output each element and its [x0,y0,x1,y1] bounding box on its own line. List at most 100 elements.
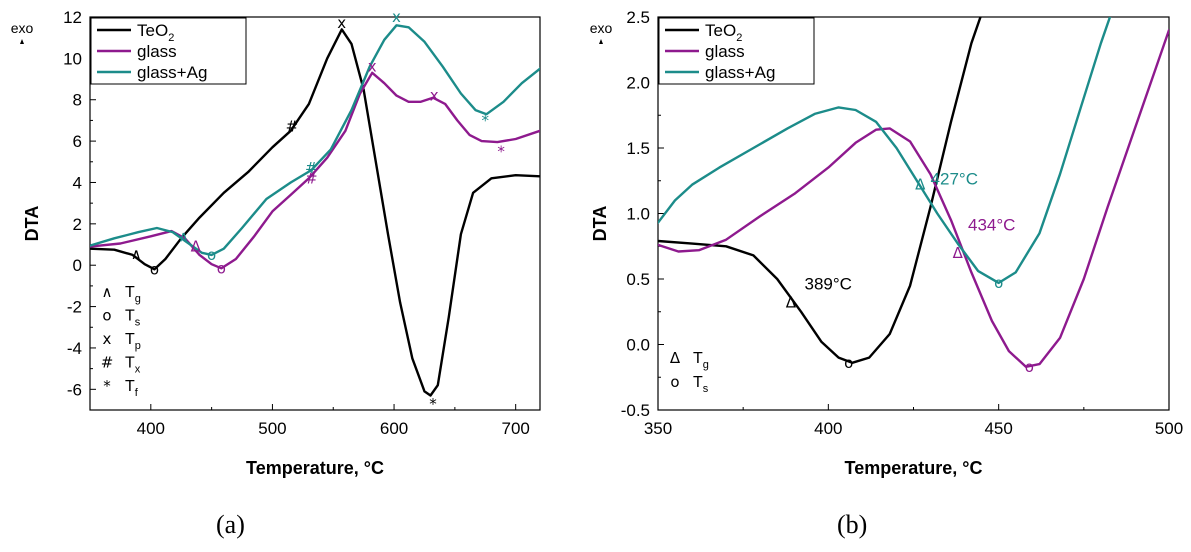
data-marker: # [286,118,299,136]
key-label: Tg [125,284,141,305]
panel-a: 400 500 600 700 -6 -4 -2 0 2 4 6 8 10 12 Temperature, … [11,8,541,478]
y-tick-label: -2 [67,298,82,317]
key-label: Tf [125,378,139,399]
data-marker: x [368,58,377,76]
data-marker: Δ [191,238,202,256]
y-tick-label: 1.5 [626,139,650,158]
data-marker: Δ [786,294,797,312]
key-label-main: T [693,350,703,367]
y-tick-label: 0.0 [626,336,650,355]
plot-frame [89,16,541,411]
legend-label: glass [137,42,177,61]
y-tick-label: 0 [73,256,82,275]
x-tick-label: 500 [258,419,286,438]
y-tick-label: 6 [73,132,82,151]
temp-annotation: 427°C [931,170,978,189]
key-label-sub: f [135,387,139,399]
data-marker: x [392,8,401,26]
legend-label-main: TeO [137,21,168,40]
series-group [90,24,540,397]
key-label-main: T [125,331,135,348]
legend-label-main: TeO [705,21,736,40]
key-label-main: T [125,284,135,301]
exo-label: exo [11,20,34,36]
key-label-sub: g [703,359,709,371]
y-tick-label: 2.5 [626,8,650,27]
key-label: Tg [693,350,709,371]
panel-b-caption: (b) [837,510,868,539]
y-tick-label: 2.0 [626,74,650,93]
key-label-sub: p [135,340,141,352]
key-label: Ts [693,374,709,395]
x-tick-label: 450 [984,419,1012,438]
marker-key: ∧ Tgo Tsx Tp# Tx* Tf [101,283,141,399]
y-axis-title: DTA [590,206,610,242]
data-marker: o [150,260,159,278]
data-marker: x [337,14,346,32]
y-tick-label: 2 [73,215,82,234]
key-label-main: T [125,308,135,325]
key-symbol: ∧ [102,283,113,301]
data-marker: o [994,274,1003,292]
x-tick-label: 350 [644,419,672,438]
data-marker: ∧ [178,227,189,245]
key-label-main: T [693,374,703,391]
series-group [658,17,1169,368]
key-label-sub: x [135,364,141,376]
data-marker: * [482,111,490,129]
y-tick-label: 0.5 [626,270,650,289]
series-line-teo2 [658,17,982,364]
y-tick-label: -4 [67,339,82,358]
y-tick-label: 12 [63,8,82,27]
data-marker: Δ [915,176,926,194]
key-label: Ts [125,308,141,329]
key-symbol: o [102,307,111,325]
x-tick-label: 600 [380,419,408,438]
data-marker: # [305,169,318,187]
marker-key: Δ Tgo Ts [670,349,709,395]
series-line-glass [658,28,1169,368]
legend-label: TeO2 [705,21,742,44]
key-symbol: * [103,377,111,395]
key-label: Tx [125,355,141,376]
key-symbol: Δ [670,349,681,367]
key-symbol: o [670,373,679,391]
exo-label: exo [590,20,613,36]
panel-a-caption: (a) [216,510,245,539]
y-tick-label: 4 [73,173,82,192]
y-tick-label: 10 [63,49,82,68]
key-label-sub: g [135,293,141,305]
data-marker: Δ [953,244,964,262]
key-label-main: T [125,355,135,372]
legend-label: glass [705,42,745,61]
legend-label: TeO2 [137,21,174,44]
x-tick-label: 500 [1155,419,1183,438]
data-marker: o [207,246,216,264]
y-axis-title: DTA [22,206,42,242]
series-line-glass [90,71,540,270]
temp-annotation: 389°C [804,274,851,293]
y-tick-label: -0.5 [621,401,650,420]
panel-b: 350 400 450 500 -0.5 0.0 0.5 1.0 1.5 2.0 2.5 Temper… [590,8,1183,478]
legend-label: glass+Ag [137,63,207,82]
y-tick-label: 1.0 [626,205,650,224]
temp-annotation: 434°C [968,216,1015,235]
key-symbol: x [103,330,112,348]
legend-label-sub: 2 [736,32,742,44]
series-line-glass_ag [90,24,540,257]
y-tick-label: 8 [73,91,82,110]
data-marker: ∧ [131,245,142,263]
series-line-teo2 [90,28,540,397]
x-axis-title: Temperature, °C [246,458,384,478]
legend-label-sub: 2 [168,32,174,44]
data-marker: * [429,395,437,413]
data-marker: x [430,87,439,105]
exo-arrow-icon [599,39,603,44]
data-marker: * [497,142,505,160]
key-label-sub: s [135,317,141,329]
data-marker: # [305,159,318,177]
dta-figure: 400 500 600 700 -6 -4 -2 0 2 4 6 8 10 12 Temperature, … [11,8,1183,478]
data-marker: o [217,259,226,277]
